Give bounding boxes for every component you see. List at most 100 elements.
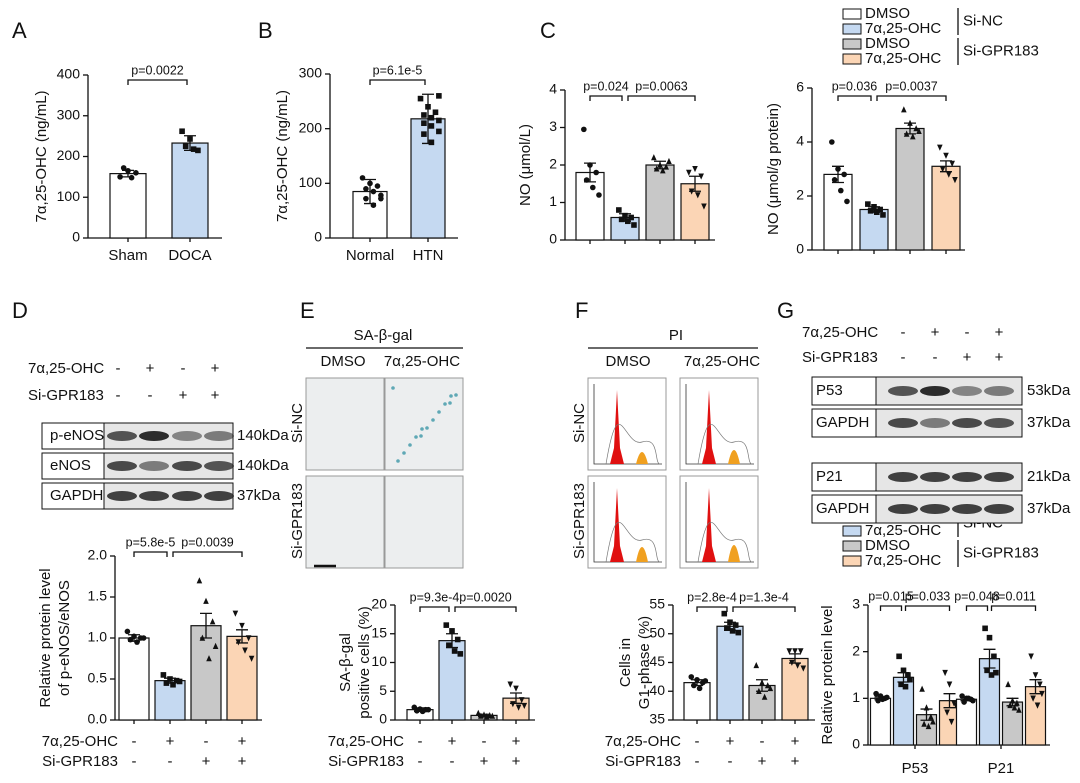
y-tick-label: 1.5 bbox=[88, 588, 108, 604]
treatment-sign: - bbox=[695, 733, 700, 750]
bar bbox=[118, 637, 150, 721]
data-point bbox=[910, 133, 916, 140]
significance-bracket bbox=[732, 606, 796, 612]
treatment-sign: + bbox=[202, 753, 211, 770]
error-bar bbox=[414, 707, 426, 713]
y-tick-label: 20 bbox=[371, 596, 387, 612]
blot-band bbox=[984, 504, 1014, 514]
treatment-sign: - bbox=[116, 387, 121, 404]
blot-band bbox=[920, 504, 950, 514]
micrograph bbox=[679, 377, 759, 471]
data-point bbox=[948, 718, 955, 726]
data-point bbox=[248, 655, 255, 662]
treatment-sign: - bbox=[148, 387, 153, 404]
p-value: p=9.3e-4 bbox=[410, 590, 460, 604]
data-point bbox=[800, 665, 807, 672]
p-value: p=6.1e-5 bbox=[373, 63, 423, 77]
y-tick-label: 100 bbox=[57, 188, 81, 204]
fit-line bbox=[605, 521, 661, 563]
legend-swatch bbox=[842, 8, 862, 20]
treatment-name: 7α,25-OHC bbox=[605, 733, 681, 750]
data-point bbox=[140, 635, 147, 641]
y-tick-label: 6 bbox=[796, 79, 804, 95]
bar bbox=[869, 697, 892, 746]
y-tick-label: 4 bbox=[796, 133, 804, 149]
bar bbox=[680, 183, 710, 241]
data-point bbox=[937, 144, 943, 151]
y-tick-label: 300 bbox=[57, 106, 81, 122]
data-point bbox=[521, 702, 528, 710]
p-value: p=2.8e-4 bbox=[687, 590, 737, 604]
y-axis-label: G1-phase (%) bbox=[636, 616, 653, 709]
blot-label-box bbox=[811, 376, 877, 406]
data-point bbox=[378, 195, 384, 202]
data-point bbox=[195, 147, 201, 154]
y-tick-label: 55 bbox=[649, 596, 665, 612]
p-value: p=0.048 bbox=[954, 589, 1000, 603]
data-point bbox=[436, 93, 442, 99]
legend-group: Si-GPR183 bbox=[963, 544, 1039, 561]
blot-band bbox=[107, 431, 137, 441]
legend-group: Si-GPR183 bbox=[963, 42, 1039, 59]
data-point bbox=[921, 720, 927, 727]
micrograph bbox=[679, 475, 759, 569]
data-point bbox=[421, 131, 427, 137]
error-bar bbox=[422, 93, 434, 145]
legend-label: DMSO bbox=[865, 537, 910, 554]
y-tick-label: 200 bbox=[299, 119, 323, 135]
data-point bbox=[698, 173, 704, 180]
data-point bbox=[428, 139, 435, 146]
blot-band bbox=[952, 472, 982, 482]
blot-band bbox=[920, 472, 950, 482]
blot-label: P21 bbox=[816, 468, 843, 485]
y-tick-label: 0 bbox=[379, 711, 387, 727]
data-point bbox=[446, 642, 452, 649]
blot-band bbox=[888, 418, 918, 428]
data-point bbox=[436, 117, 442, 124]
data-point bbox=[753, 661, 760, 669]
blot-label-box bbox=[811, 408, 877, 438]
data-point bbox=[913, 125, 919, 132]
panel-label: F bbox=[575, 298, 588, 323]
blot-size: 21kDa bbox=[1027, 468, 1071, 485]
data-point bbox=[212, 642, 219, 649]
data-point bbox=[518, 697, 525, 704]
data-point bbox=[838, 187, 844, 194]
treatment-sign: - bbox=[204, 733, 209, 750]
data-point bbox=[173, 677, 180, 684]
treatment-sign: - bbox=[965, 324, 970, 341]
error-bar bbox=[446, 633, 458, 649]
treatment-sign: + bbox=[238, 753, 247, 770]
stain bbox=[414, 435, 418, 439]
legend-label: DMSO bbox=[865, 5, 910, 22]
blot-band bbox=[920, 418, 950, 428]
data-point bbox=[428, 114, 435, 121]
y-tick-label: 10 bbox=[371, 653, 387, 669]
data-point bbox=[510, 701, 516, 708]
significance-bracket bbox=[904, 605, 951, 611]
treatment-name: 7α,25-OHC bbox=[28, 360, 104, 377]
y-tick-label: 0.0 bbox=[88, 711, 108, 727]
data-point bbox=[1014, 699, 1020, 706]
data-point bbox=[905, 672, 911, 678]
data-point bbox=[695, 192, 701, 199]
data-point bbox=[943, 152, 949, 159]
g1-peak bbox=[610, 488, 624, 562]
blot-label-box bbox=[41, 422, 105, 450]
error-bar bbox=[983, 648, 996, 669]
data-point bbox=[631, 222, 637, 228]
blot-band bbox=[172, 491, 202, 501]
error-bar bbox=[904, 122, 916, 135]
data-point bbox=[829, 139, 835, 145]
y-tick-label: 1 bbox=[549, 193, 557, 209]
legend-label: DMSO bbox=[865, 35, 910, 52]
y-tick-label: 0 bbox=[549, 231, 557, 247]
data-point bbox=[425, 706, 432, 713]
treatment-name: Si-GPR183 bbox=[28, 387, 104, 404]
error-bar bbox=[756, 679, 768, 692]
micrograph bbox=[587, 475, 667, 569]
data-point bbox=[176, 678, 183, 685]
data-point bbox=[242, 647, 248, 654]
data-point bbox=[428, 123, 435, 129]
image-title: PI bbox=[669, 327, 683, 344]
